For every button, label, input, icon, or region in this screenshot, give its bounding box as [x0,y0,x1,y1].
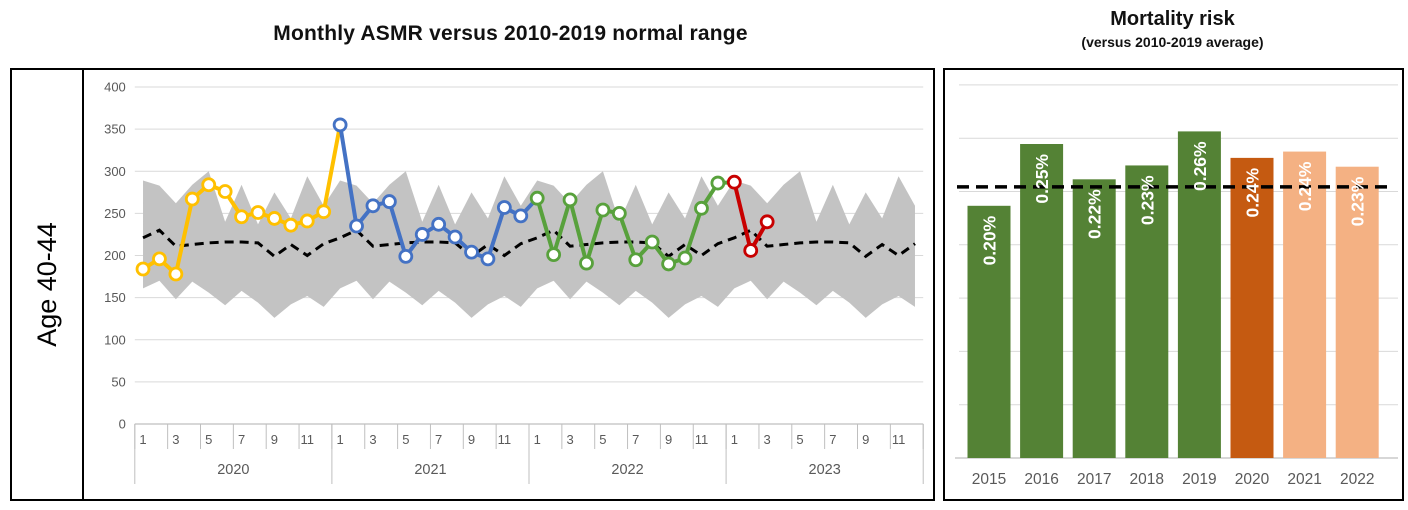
svg-text:7: 7 [829,432,836,447]
svg-text:0: 0 [119,417,126,432]
svg-text:3: 3 [764,432,771,447]
svg-text:9: 9 [665,432,672,447]
right-chart-subtitle: (versus 2010-2019 average) [1081,34,1264,50]
svg-text:0.24%: 0.24% [1243,167,1263,217]
svg-text:2023: 2023 [809,462,841,478]
svg-text:0.26%: 0.26% [1190,141,1210,191]
svg-text:2020: 2020 [1235,471,1270,488]
svg-text:9: 9 [271,432,278,447]
svg-text:9: 9 [862,432,869,447]
svg-text:300: 300 [104,164,126,179]
svg-text:5: 5 [205,432,212,447]
svg-text:2021: 2021 [414,462,446,478]
svg-text:0.23%: 0.23% [1348,176,1368,226]
svg-text:350: 350 [104,122,126,137]
svg-text:0.23%: 0.23% [1137,175,1157,225]
svg-text:2019: 2019 [1182,471,1216,488]
age-group-label-column: Age 40-44 [12,70,84,499]
svg-text:5: 5 [796,432,803,447]
left-chart-title: Monthly ASMR versus 2010-2019 normal ran… [273,22,748,45]
svg-text:2016: 2016 [1024,471,1058,488]
svg-text:11: 11 [892,432,906,447]
svg-text:50: 50 [111,374,125,389]
svg-text:11: 11 [498,432,512,447]
svg-text:1: 1 [534,432,541,447]
age-group-label: Age 40-44 [31,222,62,347]
svg-text:3: 3 [369,432,376,447]
right-chart-title: Mortality risk [1110,8,1235,30]
svg-text:1: 1 [336,432,343,447]
right-chart-title-block: Mortality risk (versus 2010-2019 average… [941,6,1404,52]
svg-text:2018: 2018 [1130,471,1164,488]
svg-text:11: 11 [301,432,315,447]
svg-text:3: 3 [566,432,573,447]
mortality-bar-chart-panel: 0.20% 2015 0.25% 2016 0.22% 2017 0.23% 2018 0.26… [943,68,1404,501]
svg-text:100: 100 [104,332,126,347]
svg-text:2017: 2017 [1077,471,1111,488]
svg-text:0.25%: 0.25% [1032,154,1052,204]
mortality-bar-chart: 0.20% 2015 0.25% 2016 0.22% 2017 0.23% 2018 0.26… [955,84,1398,488]
asmr-line-chart-panel: Age 40-44 400 350 300 250 200 150 100 50 0 1 3 5 7 9 1… [10,68,935,501]
svg-text:150: 150 [104,290,126,305]
svg-text:2015: 2015 [972,471,1006,488]
svg-text:0.22%: 0.22% [1085,189,1105,239]
svg-text:1: 1 [731,432,738,447]
svg-text:250: 250 [104,206,126,221]
svg-text:5: 5 [402,432,409,447]
svg-text:0.20%: 0.20% [980,215,1000,265]
svg-text:1: 1 [139,432,146,447]
svg-text:7: 7 [632,432,639,447]
svg-text:400: 400 [104,80,126,95]
svg-text:2021: 2021 [1287,471,1321,488]
svg-text:9: 9 [468,432,475,447]
svg-text:2022: 2022 [611,462,643,478]
svg-text:2022: 2022 [1340,471,1374,488]
svg-text:7: 7 [435,432,442,447]
svg-text:2020: 2020 [217,462,249,478]
svg-text:7: 7 [238,432,245,447]
svg-text:3: 3 [172,432,179,447]
svg-text:11: 11 [695,432,709,447]
svg-text:5: 5 [599,432,606,447]
svg-text:200: 200 [104,248,126,263]
svg-text:0.24%: 0.24% [1295,161,1315,211]
